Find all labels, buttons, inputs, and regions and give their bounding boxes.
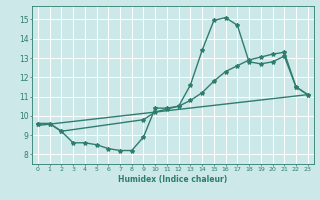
X-axis label: Humidex (Indice chaleur): Humidex (Indice chaleur): [118, 175, 228, 184]
